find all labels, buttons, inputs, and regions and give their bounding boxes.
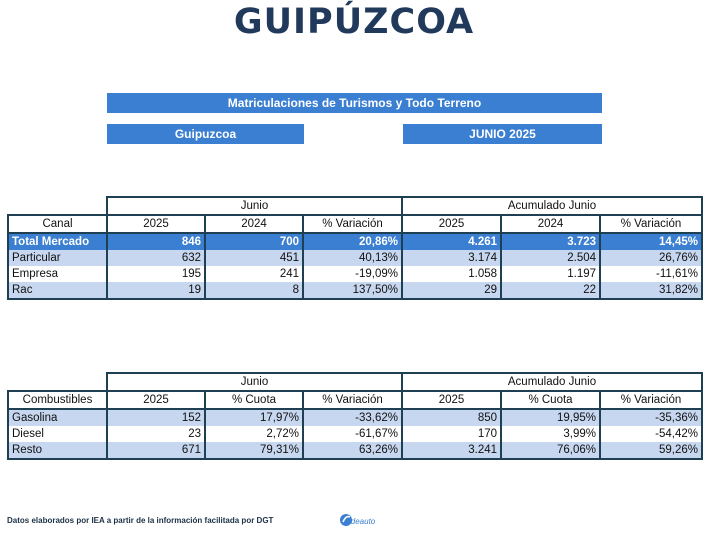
cell: 22 (501, 282, 602, 300)
group-junio: Junio (105, 372, 404, 392)
cell: 19,95% (501, 409, 602, 426)
group-junio: Junio (105, 196, 404, 216)
col-header: 2025 (107, 391, 206, 410)
cell: -11,61% (600, 266, 704, 282)
col-header: % Cuota (501, 391, 602, 410)
cell: 59,26% (600, 442, 704, 460)
table-row: Particular 632 451 40,13% 3.174 2.504 26… (7, 250, 704, 266)
col-header: 2025 (402, 215, 503, 234)
row-label: Resto (7, 442, 108, 460)
cell: 40,13% (303, 250, 404, 266)
cell: 3,99% (501, 426, 602, 442)
col-header: % Variación (600, 391, 704, 410)
cell: 26,76% (600, 250, 704, 266)
cell: 79,31% (205, 442, 304, 460)
cell: 632 (107, 250, 206, 266)
cell: 451 (205, 250, 304, 266)
cell: 17,97% (205, 409, 304, 426)
cell: 152 (107, 409, 206, 426)
table-row: Total Mercado 846 700 20,86% 4.261 3.723… (7, 233, 704, 250)
table-row: Gasolina 152 17,97% -33,62% 850 19,95% -… (7, 409, 704, 426)
col-header: Canal (7, 214, 108, 234)
cell: 850 (402, 409, 503, 426)
province-banner: Guipuzcoa (107, 124, 304, 144)
group-header-row: Junio Acumulado Junio (8, 196, 704, 216)
column-header-row: Combustibles 2025 % Cuota % Variación 20… (7, 390, 704, 410)
row-label: Rac (7, 282, 108, 300)
col-header: 2025 (107, 215, 206, 234)
period-banner: JUNIO 2025 (403, 124, 602, 144)
cell: 241 (205, 266, 304, 282)
col-header: 2025 (402, 391, 503, 410)
cell: 63,26% (303, 442, 404, 460)
cell: -33,62% (303, 409, 404, 426)
row-label: Gasolina (7, 409, 108, 426)
group-header-row: Junio Acumulado Junio (8, 372, 704, 392)
cell: 14,45% (600, 233, 704, 250)
fuel-table: Junio Acumulado Junio Combustibles 2025 … (7, 372, 704, 460)
cell: -54,42% (600, 426, 704, 442)
cell: 23 (107, 426, 206, 442)
col-header: 2024 (205, 215, 304, 234)
cell: 76,06% (501, 442, 602, 460)
group-acumulado: Acumulado Junio (402, 372, 704, 392)
report-banner: Matriculaciones de Turismos y Todo Terre… (107, 93, 602, 113)
source-note: Datos elaborados por IEA a partir de la … (7, 516, 274, 525)
row-label: Diesel (7, 426, 108, 442)
column-header-row: Canal 2025 2024 % Variación 2025 2024 % … (7, 214, 704, 234)
cell: 31,82% (600, 282, 704, 300)
cell: 137,50% (303, 282, 404, 300)
cell: 8 (205, 282, 304, 300)
cell: 700 (205, 233, 304, 250)
cell: 3.723 (501, 233, 602, 250)
row-label: Empresa (7, 266, 108, 282)
table-row: Empresa 195 241 -19,09% 1.058 1.197 -11,… (7, 266, 704, 282)
col-header: % Cuota (205, 391, 304, 410)
cell: 195 (107, 266, 206, 282)
col-header: Combustibles (7, 390, 108, 410)
logo-mark-icon (340, 514, 352, 526)
col-header: % Variación (303, 215, 404, 234)
cell: 1.197 (501, 266, 602, 282)
col-header: % Variación (303, 391, 404, 410)
row-label: Total Mercado (7, 233, 108, 250)
cell: 1.058 (402, 266, 503, 282)
cell: -61,67% (303, 426, 404, 442)
cell: 2,72% (205, 426, 304, 442)
cell: 3.241 (402, 442, 503, 460)
cell: 170 (402, 426, 503, 442)
logo-text: ideauto (349, 517, 376, 526)
table-row: Resto 671 79,31% 63,26% 3.241 76,06% 59,… (7, 442, 704, 460)
col-header: % Variación (600, 215, 704, 234)
channel-table: Junio Acumulado Junio Canal 2025 2024 % … (7, 196, 704, 300)
page-title: GUIPÚZCOA (233, 2, 475, 42)
cell: 20,86% (303, 233, 404, 250)
cell: 3.174 (402, 250, 503, 266)
table-row: Rac 19 8 137,50% 29 22 31,82% (7, 282, 704, 300)
cell: 2.504 (501, 250, 602, 266)
cell: -19,09% (303, 266, 404, 282)
cell: 19 (107, 282, 206, 300)
col-header: 2024 (501, 215, 602, 234)
cell: 4.261 (402, 233, 503, 250)
cell: 671 (107, 442, 206, 460)
table-row: Diesel 23 2,72% -61,67% 170 3,99% -54,42… (7, 426, 704, 442)
cell: -35,36% (600, 409, 704, 426)
cell: 29 (402, 282, 503, 300)
group-acumulado: Acumulado Junio (402, 196, 704, 216)
cell: 846 (107, 233, 206, 250)
row-label: Particular (7, 250, 108, 266)
